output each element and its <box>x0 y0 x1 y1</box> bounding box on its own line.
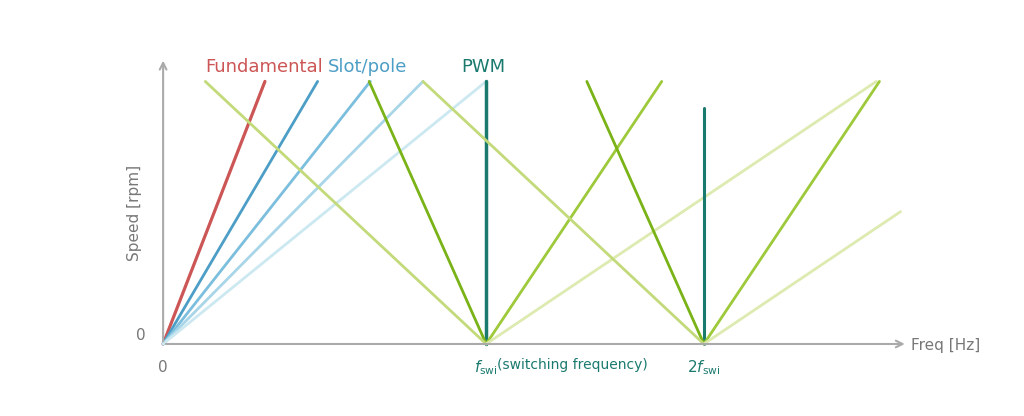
Text: Slot/pole: Slot/pole <box>328 58 408 76</box>
Text: (switching frequency): (switching frequency) <box>497 359 647 372</box>
Text: Speed [rpm]: Speed [rpm] <box>127 165 142 261</box>
Text: PWM: PWM <box>462 58 506 76</box>
Text: Fundamental: Fundamental <box>205 58 323 76</box>
Text: $f_\mathrm{swi}$: $f_\mathrm{swi}$ <box>474 359 498 377</box>
Text: $2f_\mathrm{swi}$: $2f_\mathrm{swi}$ <box>687 359 721 377</box>
Text: 0: 0 <box>159 360 168 375</box>
Text: 0: 0 <box>136 328 145 343</box>
Text: Freq [Hz]: Freq [Hz] <box>911 338 980 353</box>
